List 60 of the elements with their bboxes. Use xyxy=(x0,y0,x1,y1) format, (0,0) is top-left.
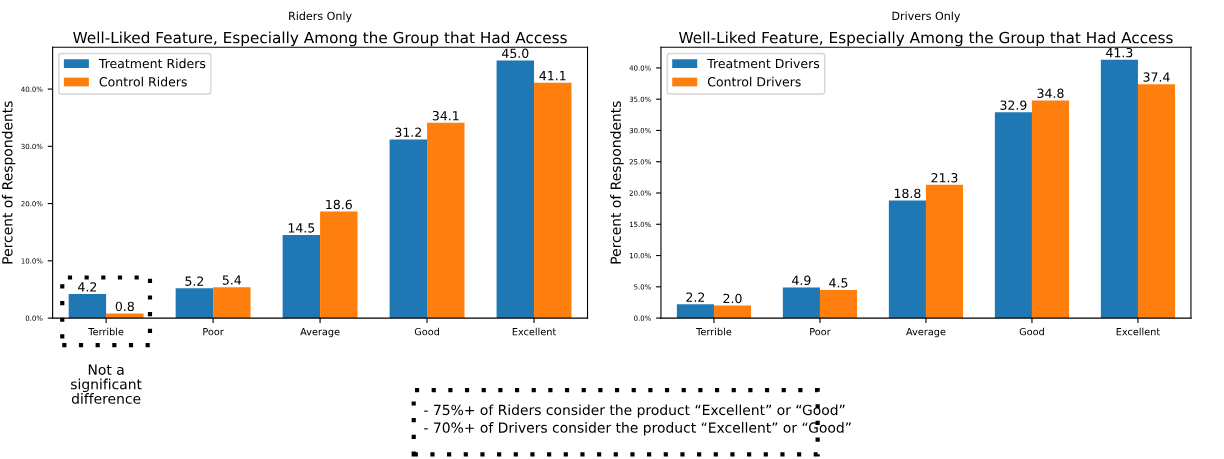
data-label: 18.8 xyxy=(894,188,921,199)
x-tick-label: Average xyxy=(300,328,340,338)
x-tick-label: Average xyxy=(906,328,946,338)
legend-label: Treatment Drivers xyxy=(707,58,820,69)
x-tick-label: Poor xyxy=(810,328,831,336)
x-tick-label: Good xyxy=(414,327,439,336)
data-label: 31.2 xyxy=(395,127,421,138)
data-label: 5.2 xyxy=(185,276,204,286)
bar xyxy=(534,82,572,319)
bar xyxy=(888,200,926,319)
y-axis-title: Percent of Respondents xyxy=(1,101,16,264)
legend-label: Control Riders xyxy=(99,76,187,87)
data-label: 4.2 xyxy=(78,282,97,292)
bar xyxy=(389,139,428,319)
legend-label: Treatment Riders xyxy=(98,58,206,69)
chart-title: Drivers Only xyxy=(892,11,961,23)
data-label: 32.9 xyxy=(1000,100,1027,110)
x-tick-label: Terrible xyxy=(696,327,732,336)
y-axis-title: Percent of Respondents xyxy=(610,101,624,264)
data-label: 14.5 xyxy=(288,223,315,233)
chart-title: Riders Only xyxy=(289,11,352,23)
bar xyxy=(496,60,535,319)
data-label: 18.6 xyxy=(326,199,352,210)
bar xyxy=(1031,100,1070,319)
bar xyxy=(1100,59,1138,319)
data-label: 21.3 xyxy=(931,172,958,183)
bar xyxy=(175,288,214,319)
bar xyxy=(676,304,714,319)
data-label: 5.4 xyxy=(222,275,242,285)
x-tick-label: Good xyxy=(1019,327,1044,336)
legend-label: Control Drivers xyxy=(707,76,801,87)
data-label: 0.8 xyxy=(115,301,134,312)
bar xyxy=(213,287,251,319)
bar xyxy=(782,287,820,319)
bar xyxy=(282,235,321,319)
text: - 75%+ of Riders consider the product “Excellent” or “Good” - 70%+ of Drivers consider the product “Excellent” or “Good” xyxy=(424,404,851,436)
data-label: 2.2 xyxy=(686,292,705,302)
x-tick-label: Excellent xyxy=(1116,327,1160,336)
data-label: 37.4 xyxy=(1143,72,1170,82)
data-label: 4.5 xyxy=(829,278,848,288)
bar xyxy=(320,211,358,319)
bar xyxy=(925,184,964,319)
chart-subtitle: Well-Liked Feature, Especially Among the Group that Had Access xyxy=(678,31,1173,47)
bar xyxy=(68,294,107,319)
data-label: 41.3 xyxy=(1106,47,1133,58)
x-tick-label: Terrible xyxy=(88,327,124,336)
data-label: 2.0 xyxy=(723,293,742,304)
data-label: 4.9 xyxy=(792,275,811,286)
text: Not a significant difference xyxy=(71,364,142,404)
data-label: 34.8 xyxy=(1037,88,1064,99)
bar xyxy=(427,122,465,319)
bar xyxy=(1137,84,1176,319)
data-label: 34.1 xyxy=(432,110,459,121)
x-tick-label: Excellent xyxy=(512,327,556,336)
bar xyxy=(819,289,858,319)
chart-subtitle: Well-Liked Feature, Especially Among the Group that Had Access xyxy=(73,31,567,47)
bar xyxy=(994,112,1032,319)
x-tick-label: Poor xyxy=(203,328,224,336)
data-label: 41.1 xyxy=(539,71,566,81)
data-label: 45.0 xyxy=(502,48,529,59)
